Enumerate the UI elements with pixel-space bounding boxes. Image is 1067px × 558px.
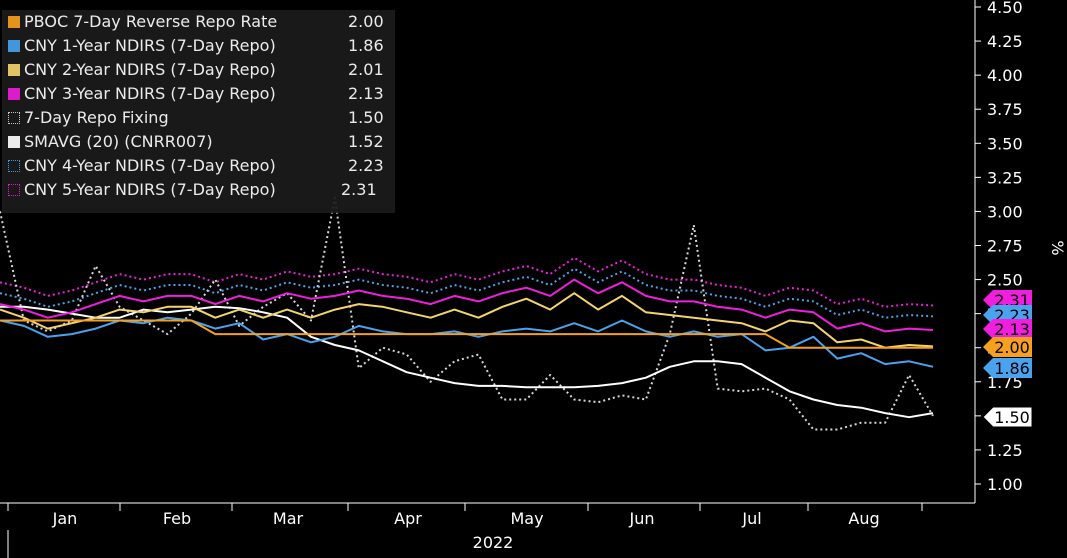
series-line: [0, 305, 934, 419]
y-tick-label: 3.50: [987, 134, 1023, 153]
legend-value: 2.31: [341, 180, 377, 199]
legend-value: 2.00: [348, 12, 384, 31]
value-tag-label: 2.13: [994, 320, 1030, 339]
legend-swatch: [8, 136, 20, 148]
legend-swatch: [8, 40, 20, 52]
x-axis-label: 2022: [473, 533, 514, 552]
x-tick-label: Jun: [629, 509, 655, 528]
value-tag-label: 1.86: [994, 359, 1030, 378]
series-line: [0, 196, 934, 431]
y-tick-label: 2.50: [987, 271, 1023, 290]
legend-label: CNY 3-Year NDIRS (7-Day Repo): [24, 84, 276, 103]
series-line: [0, 316, 934, 368]
legend-item-reverse-repo: PBOC 7-Day Reverse Repo Rate 2.00: [8, 10, 384, 34]
legend-label: CNY 5-Year NDIRS (7-Day Repo): [24, 180, 276, 199]
legend-swatch: [8, 64, 20, 76]
legend-label: CNY 1-Year NDIRS (7-Day Repo): [24, 36, 276, 55]
y-tick-label: 4.25: [987, 32, 1023, 51]
x-tick-label: May: [510, 509, 543, 528]
value-tag-label: 1.50: [994, 408, 1030, 427]
legend-label: CNY 2-Year NDIRS (7-Day Repo): [24, 60, 276, 79]
legend-value: 1.52: [348, 132, 384, 151]
y-tick-label: 3.00: [987, 202, 1023, 221]
legend-label: SMAVG (20) (CNRR007): [24, 132, 213, 151]
x-tick-label: Mar: [273, 509, 304, 528]
series-line: [0, 267, 934, 319]
legend-label: 7-Day Repo Fixing: [24, 108, 169, 127]
legend-item-smavg: SMAVG (20) (CNRR007) 1.52: [8, 130, 384, 154]
value-tag: [983, 337, 1032, 357]
y-tick-label: 2.75: [987, 237, 1023, 256]
x-tick-label: Apr: [394, 509, 422, 528]
legend-swatch: [8, 160, 20, 172]
legend-value: 2.23: [348, 156, 384, 175]
y-tick-label: 1.00: [987, 475, 1023, 494]
series-line: [0, 256, 934, 308]
value-tag: [983, 319, 1032, 339]
legend-item-ndirs-2y: CNY 2-Year NDIRS (7-Day Repo) 2.01: [8, 58, 384, 82]
x-tick-label: Aug: [848, 509, 879, 528]
x-tick-label: Feb: [163, 509, 191, 528]
x-tick-label: Jul: [741, 509, 761, 528]
y-tick-label: 3.75: [987, 100, 1023, 119]
legend-item-ndirs-1y: CNY 1-Year NDIRS (7-Day Repo) 1.86: [8, 34, 384, 58]
y-axis-label: %: [1048, 240, 1067, 255]
y-tick-label: 4.00: [987, 66, 1023, 85]
legend-value: 1.50: [348, 108, 384, 127]
legend-value: 1.86: [348, 36, 384, 55]
legend-item-ndirs-4y: CNY 4-Year NDIRS (7-Day Repo) 2.23: [8, 154, 384, 178]
legend-swatch: [8, 112, 20, 124]
legend-swatch: [8, 184, 20, 196]
legend-item-ndirs-5y: CNY 5-Year NDIRS (7-Day Repo) 2.31: [8, 178, 377, 202]
legend-label: PBOC 7-Day Reverse Repo Rate: [24, 12, 278, 31]
series-line: [0, 292, 934, 349]
value-tag-label: 2.00: [994, 338, 1030, 357]
legend-item-repo-fixing: 7-Day Repo Fixing 1.50: [8, 106, 384, 130]
value-tag: [983, 358, 1032, 378]
value-tag: [982, 406, 1033, 428]
legend-swatch: [8, 16, 20, 28]
y-tick-label: 3.25: [987, 168, 1023, 187]
y-tick-label: 4.50: [987, 0, 1023, 17]
legend-label: CNY 4-Year NDIRS (7-Day Repo): [24, 156, 276, 175]
legend-value: 2.13: [348, 84, 384, 103]
series-line: [0, 278, 934, 333]
y-tick-label: 1.25: [987, 441, 1023, 460]
legend-swatch: [8, 88, 20, 100]
series-line: [0, 319, 933, 349]
x-tick-label: Jan: [52, 509, 78, 528]
legend-item-ndirs-3y: CNY 3-Year NDIRS (7-Day Repo) 2.13: [8, 82, 384, 106]
legend-value: 2.01: [348, 60, 384, 79]
chart-legend: PBOC 7-Day Reverse Repo Rate 2.00 CNY 1-…: [2, 10, 395, 213]
